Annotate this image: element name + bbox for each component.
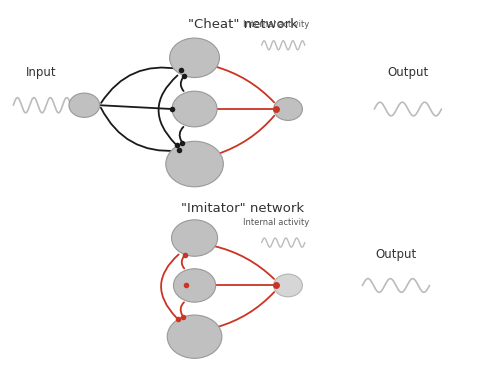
Text: Internal activity: Internal activity [242, 20, 308, 29]
Text: Internal activity: Internal activity [242, 218, 308, 227]
FancyArrowPatch shape [161, 254, 178, 317]
Text: Output: Output [387, 66, 428, 79]
Circle shape [173, 269, 215, 302]
FancyArrowPatch shape [217, 116, 274, 154]
FancyArrowPatch shape [182, 257, 184, 268]
Circle shape [273, 98, 302, 121]
FancyArrowPatch shape [158, 75, 177, 144]
Circle shape [166, 141, 223, 187]
FancyArrowPatch shape [216, 292, 273, 327]
Circle shape [172, 91, 217, 127]
Circle shape [167, 315, 221, 358]
FancyArrowPatch shape [101, 67, 179, 103]
FancyArrowPatch shape [181, 78, 183, 91]
FancyArrowPatch shape [179, 127, 183, 141]
Circle shape [273, 274, 302, 297]
Text: "Cheat" network: "Cheat" network [187, 18, 297, 31]
FancyArrowPatch shape [214, 66, 273, 102]
Text: Input: Input [26, 66, 56, 79]
Text: "Imitator" network: "Imitator" network [181, 202, 303, 215]
FancyArrowPatch shape [213, 246, 273, 279]
FancyArrowPatch shape [180, 302, 183, 315]
FancyArrowPatch shape [101, 108, 177, 151]
Text: Output: Output [375, 248, 416, 261]
Circle shape [171, 220, 217, 256]
Circle shape [69, 93, 99, 117]
Circle shape [169, 38, 219, 77]
